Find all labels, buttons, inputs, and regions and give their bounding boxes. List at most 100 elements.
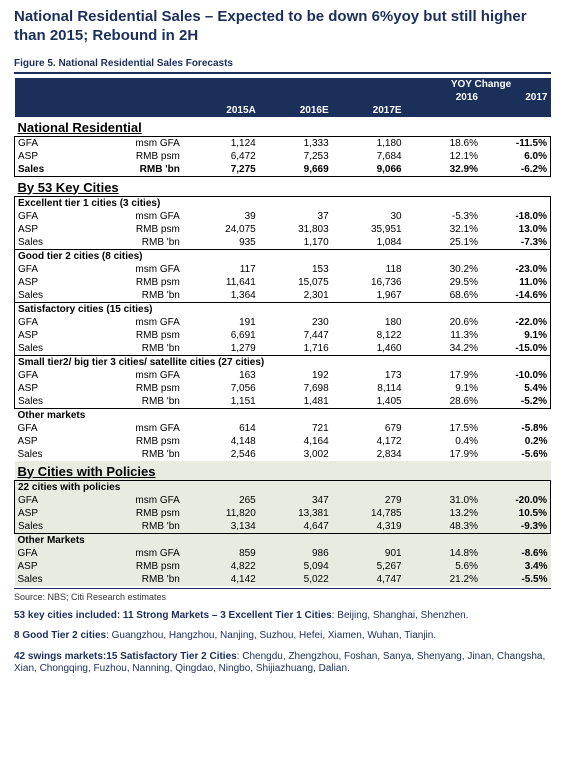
row-unit: RMB psm [82, 223, 186, 236]
row-yoy: 12.1% [412, 150, 481, 163]
row-metric: Sales [15, 342, 82, 356]
row-val: 9,669 [259, 163, 332, 177]
spacer [405, 520, 412, 534]
row-yoy-bold: -8.6% [481, 547, 551, 560]
footnote-rest: : Guangzhou, Hangzhou, Nanjing, Suzhou, … [106, 630, 436, 641]
row-yoy: 18.6% [412, 136, 481, 150]
row-yoy: 0.4% [412, 435, 481, 448]
row-yoy-bold: -6.2% [481, 163, 551, 177]
year-1: 2016E [259, 104, 332, 117]
row-val: 901 [332, 547, 405, 560]
row-val: 153 [259, 263, 332, 276]
row-val: 11,820 [186, 507, 259, 520]
forecast-table: YOY Change 2016 2017 2015A 2016E 2017E N… [14, 78, 551, 586]
footnote: 42 swings markets:15 Satisfactory Tier 2… [14, 651, 551, 676]
row-val: 935 [186, 236, 259, 250]
row-val: 14,785 [332, 507, 405, 520]
row-yoy: 17.9% [412, 448, 481, 461]
row-yoy-bold: -18.0% [481, 210, 551, 223]
row-val: 1,481 [259, 395, 332, 409]
row-unit: msm GFA [82, 316, 186, 329]
row-metric: ASP [15, 382, 82, 395]
row-yoy: 20.6% [412, 316, 481, 329]
row-yoy-bold: -5.2% [481, 395, 551, 409]
row-yoy: 9.1% [412, 382, 481, 395]
footnote-bold: 8 Good Tier 2 cities [14, 630, 106, 641]
row-yoy: 31.0% [412, 494, 481, 507]
footnote: 53 key cities included: 11 Strong Market… [14, 610, 551, 623]
row-metric: Sales [15, 520, 82, 534]
section-header: By 53 Key Cities [15, 176, 551, 196]
spacer [405, 210, 412, 223]
row-yoy: 28.6% [412, 395, 481, 409]
row-yoy: 30.2% [412, 263, 481, 276]
header-blank [186, 78, 259, 104]
spacer [405, 382, 412, 395]
row-val: 4,647 [259, 520, 332, 534]
row-unit: RMB 'bn [82, 448, 186, 461]
row-yoy-bold: -5.6% [481, 448, 551, 461]
header-blank [481, 104, 551, 117]
row-val: 15,075 [259, 276, 332, 289]
row-yoy: 13.2% [412, 507, 481, 520]
row-yoy: 14.8% [412, 547, 481, 560]
row-yoy-bold: -14.6% [481, 289, 551, 303]
row-val: 5,094 [259, 560, 332, 573]
row-yoy: 17.5% [412, 422, 481, 435]
row-unit: RMB 'bn [82, 573, 186, 586]
row-yoy: 32.1% [412, 223, 481, 236]
row-metric: Sales [15, 236, 82, 250]
row-val: 679 [332, 422, 405, 435]
section-header: By Cities with Policies [15, 461, 551, 481]
header-blank [332, 78, 405, 104]
row-metric: GFA [15, 422, 82, 435]
row-val: 6,472 [186, 150, 259, 163]
spacer [405, 448, 412, 461]
row-val: 173 [332, 369, 405, 382]
year-2: 2017E [332, 104, 405, 117]
row-val: 192 [259, 369, 332, 382]
row-yoy-bold: 3.4% [481, 560, 551, 573]
row-yoy-bold: 6.0% [481, 150, 551, 163]
spacer [405, 289, 412, 303]
spacer [405, 573, 412, 586]
row-yoy: 48.3% [412, 520, 481, 534]
header-blank [259, 78, 332, 104]
spacer [405, 547, 412, 560]
row-yoy-bold: 5.4% [481, 382, 551, 395]
row-val: 7,275 [186, 163, 259, 177]
row-val: 30 [332, 210, 405, 223]
spacer [405, 136, 412, 150]
row-unit: msm GFA [82, 494, 186, 507]
row-yoy: -5.3% [412, 210, 481, 223]
header-blank [15, 78, 186, 104]
footnote-bold: 53 key cities included: 11 Strong Market… [14, 610, 332, 621]
row-metric: GFA [15, 263, 82, 276]
section-header: National Residential [15, 117, 551, 137]
footnote-bold: 42 swings markets:15 Satisfactory Tier 2… [14, 651, 237, 662]
row-yoy: 21.2% [412, 573, 481, 586]
row-val: 7,698 [259, 382, 332, 395]
row-yoy-bold: -10.0% [481, 369, 551, 382]
row-val: 4,822 [186, 560, 259, 573]
spacer [405, 316, 412, 329]
row-val: 11,641 [186, 276, 259, 289]
row-val: 7,684 [332, 150, 405, 163]
row-val: 7,447 [259, 329, 332, 342]
row-unit: RMB psm [82, 560, 186, 573]
row-unit: RMB psm [82, 329, 186, 342]
spacer [405, 276, 412, 289]
table-body: National ResidentialGFAmsm GFA1,1241,333… [15, 117, 551, 586]
row-yoy-bold: -20.0% [481, 494, 551, 507]
row-unit: RMB psm [82, 435, 186, 448]
header-blank [412, 104, 481, 117]
row-yoy-bold: -9.3% [481, 520, 551, 534]
row-yoy: 32.9% [412, 163, 481, 177]
row-metric: Sales [15, 395, 82, 409]
spacer [405, 223, 412, 236]
row-yoy-bold: -11.5% [481, 136, 551, 150]
row-val: 2,834 [332, 448, 405, 461]
spacer [405, 236, 412, 250]
header-blank [15, 104, 186, 117]
row-metric: Sales [15, 289, 82, 303]
